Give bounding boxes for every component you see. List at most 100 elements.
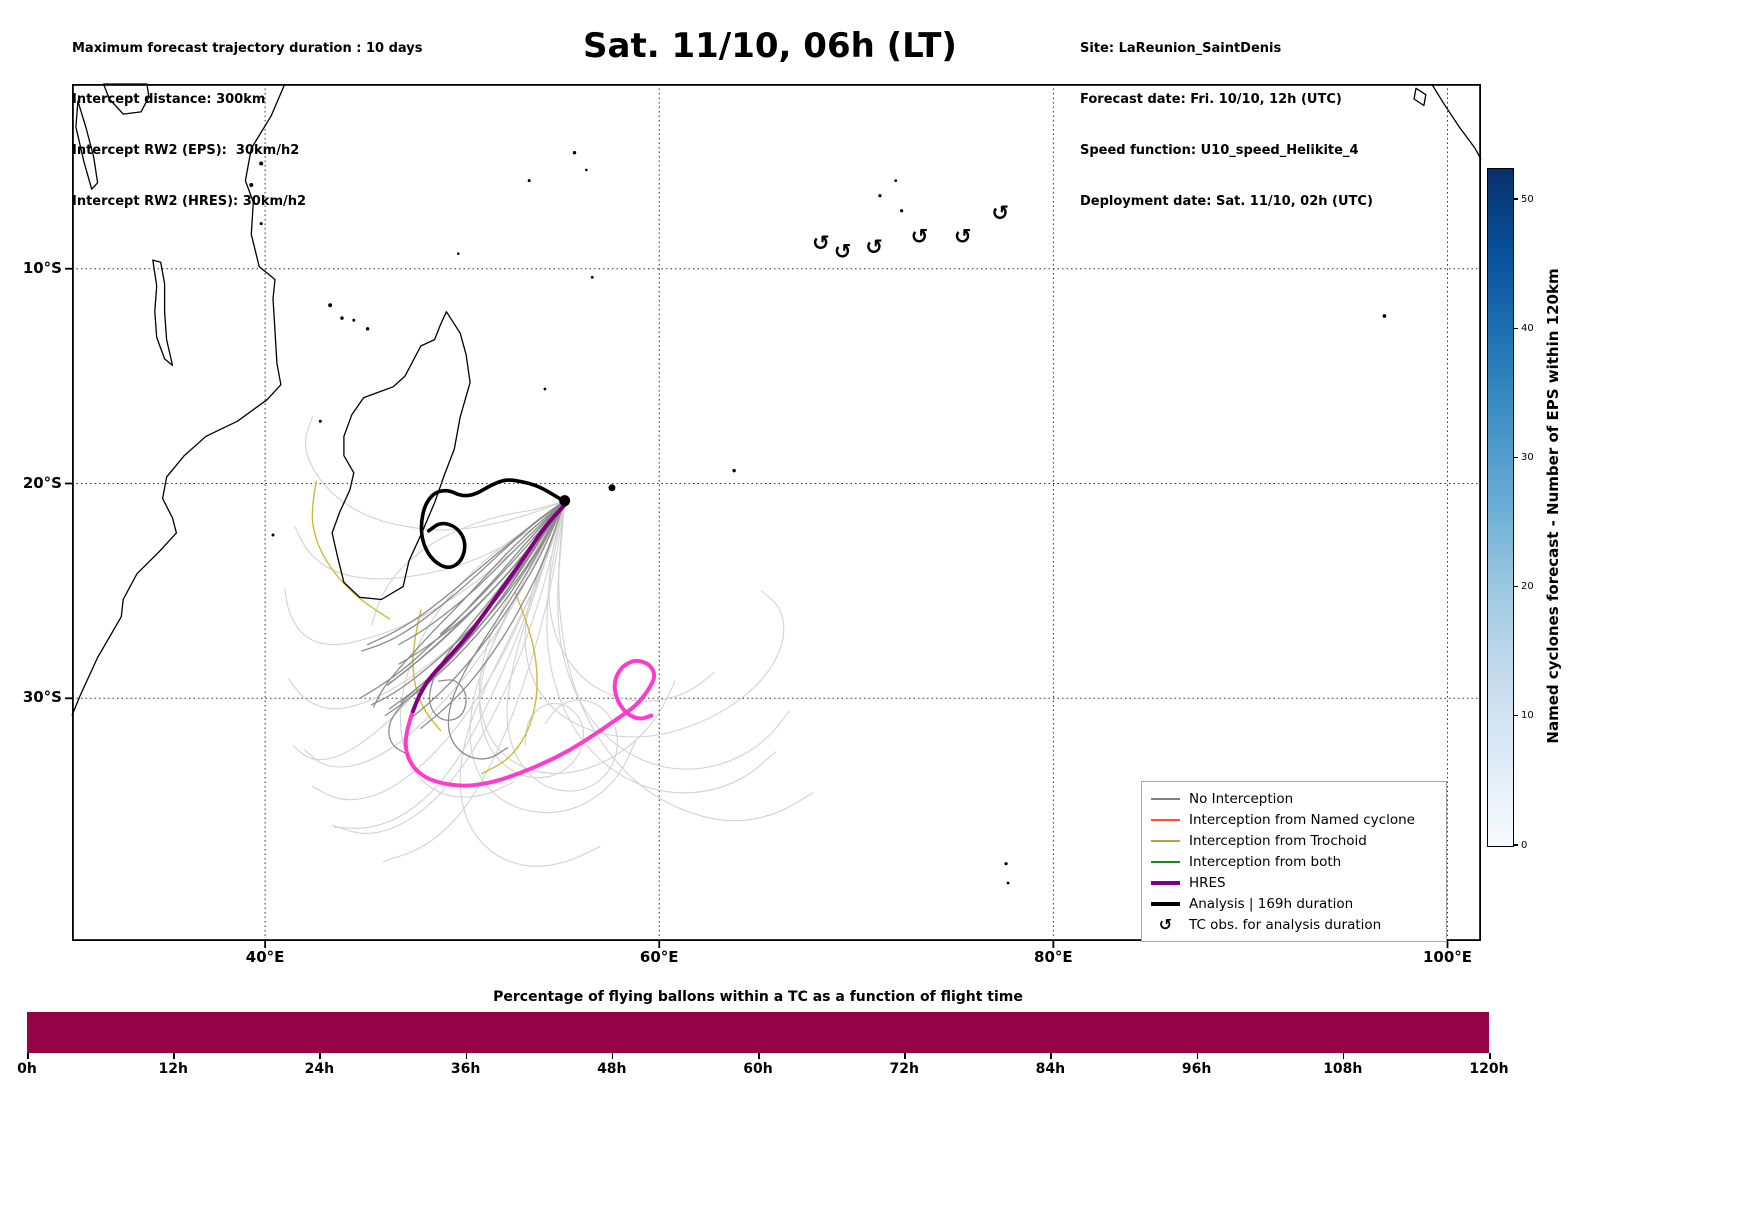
- trajectory-line: [412, 609, 442, 732]
- flight-time-tick-label: 24h: [304, 1061, 335, 1077]
- legend-line-swatch: [1151, 860, 1180, 863]
- analysis-trajectory: [419, 478, 569, 570]
- tc-obs-icon: ↺: [954, 224, 972, 248]
- island-dot: [318, 419, 322, 423]
- flight-time-tick-label: 72h: [889, 1061, 919, 1077]
- legend-label: TC obs. for analysis duration: [1189, 916, 1382, 933]
- flight-time-tick-label: 0h: [17, 1061, 37, 1077]
- colorbar-tick: [1513, 844, 1518, 846]
- trajectory-line: [399, 500, 566, 798]
- trajectory-line: [388, 500, 566, 755]
- trajectory-line: [524, 500, 785, 738]
- trajectory-line: [284, 500, 566, 646]
- island-dot: [543, 387, 547, 391]
- legend-item: ↺ TC obs. for analysis duration: [1151, 914, 1437, 935]
- island-dot: [1382, 314, 1387, 318]
- trajectory-line: [420, 500, 566, 730]
- lake-malawi-coastline: [152, 259, 174, 367]
- flight-time-tick: [1342, 1053, 1345, 1059]
- island-dot: [259, 222, 263, 226]
- trajectory-line: [304, 416, 566, 531]
- flight-time-tick: [904, 1053, 906, 1059]
- legend-label: HRES: [1189, 874, 1226, 891]
- trajectory-line: [557, 500, 790, 770]
- run-parameters: Maximum forecast trajectory duration : 1…: [72, 6, 423, 244]
- trajectory-line: [370, 500, 566, 626]
- legend-line-swatch: [1151, 818, 1180, 821]
- flight-time-tick-label: 120h: [1469, 1061, 1509, 1077]
- deployment-date-text: Deployment date: Sat. 11/10, 02h (UTC): [1080, 194, 1373, 209]
- trajectory-line: [447, 500, 566, 760]
- colorbar-tick-label: 30: [1521, 451, 1534, 463]
- page-title: Sat. 11/10, 06h (LT): [583, 26, 957, 66]
- island-dot: [527, 179, 531, 183]
- flight-time-tick: [611, 1053, 614, 1059]
- legend-label: Interception from Named cyclone: [1189, 811, 1415, 828]
- legend-line-swatch: [1151, 839, 1180, 842]
- lake-victoria-coastline: [102, 83, 150, 115]
- forecast-metadata: Site: LaReunion_SaintDenis Forecast date…: [1080, 6, 1373, 244]
- lon-tick-label: 80°E: [1034, 948, 1073, 966]
- map-legend: No Interception Interception from Named c…: [1141, 781, 1447, 942]
- colorbar-tick-label: 10: [1521, 710, 1534, 722]
- lon-tick-label: 100°E: [1422, 948, 1473, 966]
- island-dot: [456, 252, 460, 255]
- island-dot: [878, 194, 882, 198]
- tc-obs-icon: ↺: [911, 224, 929, 248]
- trajectory-line: [333, 500, 566, 829]
- flight-time-tick: [27, 1053, 29, 1059]
- island-dot: [894, 179, 898, 183]
- trajectory-line: [372, 500, 566, 708]
- colorbar-tick-label: 0: [1521, 839, 1528, 851]
- colorbar: [1487, 168, 1514, 847]
- legend-line-swatch: [1151, 797, 1180, 800]
- legend-label: Analysis | 169h duration: [1189, 895, 1354, 912]
- madagascar-coastline: [331, 311, 471, 601]
- colorbar-tick-label: 50: [1521, 193, 1534, 205]
- legend-label: Interception from both: [1189, 853, 1342, 870]
- flight-time-tick-label: 60h: [743, 1061, 773, 1077]
- island-dot: [572, 151, 577, 155]
- island-dot: [249, 182, 254, 187]
- flight-time-tick: [758, 1053, 760, 1059]
- map-frame: [71, 83, 1481, 942]
- site-text: Site: LaReunion_SaintDenis: [1080, 41, 1282, 56]
- island-dot: [585, 168, 588, 172]
- legend-line-swatch: [1151, 880, 1180, 885]
- intercept-rw2-hres-text: Intercept RW2 (HRES): 30km/h2: [72, 194, 307, 209]
- island-dot: [340, 316, 344, 320]
- lat-tick-label: 20°S: [22, 473, 62, 492]
- colorbar-tick-label: 20: [1521, 581, 1534, 593]
- colorbar-label: Named cyclones forecast - Number of EPS …: [1544, 268, 1562, 744]
- colorbar-tick: [1513, 198, 1518, 200]
- flight-time-tick: [1489, 1053, 1491, 1059]
- flight-time-tick-label: 36h: [450, 1061, 481, 1077]
- island-dot: [1004, 862, 1008, 866]
- island-dot: [259, 161, 264, 166]
- colorbar-tick: [1513, 715, 1518, 717]
- flight-time-tick-label: 12h: [158, 1061, 188, 1077]
- flight-time-chart-title: Percentage of flying ballons within a TC…: [493, 989, 1023, 1005]
- max-duration-text: Maximum forecast trajectory duration : 1…: [72, 41, 423, 56]
- trajectory-line: [398, 500, 566, 646]
- lake-tanganyika-coastline: [75, 100, 99, 190]
- trajectory-line: [481, 592, 538, 775]
- legend-label: Interception from Trochoid: [1189, 832, 1367, 849]
- trajectory-line: [311, 480, 390, 620]
- tc-obs-icon: ↺: [865, 235, 883, 259]
- lat-tick-label: 30°S: [22, 688, 62, 707]
- legend-item: Interception from Trochoid: [1151, 830, 1437, 851]
- trajectory-line: [548, 500, 715, 702]
- island-dot: [352, 318, 356, 322]
- legend-item: Interception from both: [1151, 851, 1437, 872]
- flight-time-tick: [1196, 1053, 1199, 1059]
- tc-obs-legend-icon: ↺: [1158, 915, 1173, 934]
- intercept-distance-text: Intercept distance: 300km: [72, 92, 266, 107]
- island-dot: [328, 303, 333, 308]
- island-dot: [1006, 881, 1010, 885]
- forecast-date-text: Forecast date: Fri. 10/10, 12h (UTC): [1080, 92, 1342, 107]
- sumatra-coast-coastline: [1431, 83, 1482, 160]
- colorbar-tick-label: 40: [1521, 322, 1534, 334]
- colorbar-tick: [1513, 327, 1518, 329]
